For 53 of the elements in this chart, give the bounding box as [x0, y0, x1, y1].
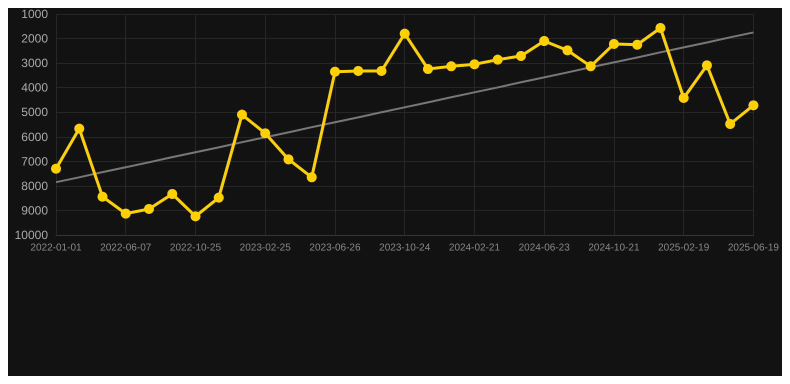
point: [678, 92, 689, 103]
x-tick-label: 2023-10-24: [379, 242, 431, 254]
point: [516, 50, 526, 61]
point: [702, 60, 712, 70]
point: [725, 119, 736, 130]
point: [236, 110, 247, 120]
y-tick-label: 6000: [21, 130, 48, 144]
x-tick-label: 2024-10-21: [588, 242, 640, 254]
point: [167, 188, 178, 199]
y-tick-label: 3000: [21, 56, 48, 70]
point: [144, 204, 154, 214]
point: [446, 61, 456, 72]
x-tick-label: 2023-06-26: [309, 242, 361, 254]
point: [539, 36, 550, 46]
point: [74, 124, 84, 134]
point: [353, 66, 364, 76]
y-tick-label: 1000: [21, 7, 48, 21]
point: [400, 28, 410, 39]
point: [283, 154, 294, 164]
x-tick-label: 2024-06-23: [518, 242, 570, 254]
point: [330, 66, 340, 77]
y-tick-label: 9000: [21, 203, 48, 218]
point: [51, 164, 61, 174]
y-tick-label: 10000: [14, 228, 48, 242]
point: [608, 38, 619, 49]
point: [190, 211, 200, 222]
x-tick-label: 2022-01-01: [30, 242, 82, 254]
point: [655, 23, 666, 33]
point: [120, 208, 131, 219]
point: [586, 61, 596, 72]
x-tick-label: 2025-02-19: [658, 242, 710, 254]
point: [632, 40, 642, 50]
line-series: [55, 31, 754, 184]
y-tick-label: 7000: [21, 154, 48, 168]
y-tick-label: 8000: [21, 178, 48, 193]
y-tick-label: 5000: [21, 105, 48, 120]
x-tick-label: 2022-10-25: [170, 242, 222, 254]
x-tick-label: 2022-06-07: [100, 242, 152, 254]
y-tick-label: 2000: [21, 32, 48, 46]
y-tick-label: 4000: [21, 80, 48, 95]
point: [214, 192, 224, 203]
point: [562, 45, 572, 56]
point: [306, 172, 317, 182]
x-tick-label: 2025-06-19: [728, 242, 780, 254]
point: [422, 64, 433, 74]
point: [98, 192, 108, 202]
x-tick-label: 2023-02-25: [240, 242, 292, 254]
point: [469, 59, 480, 70]
point: [492, 54, 503, 65]
point: [376, 66, 386, 76]
point: [260, 128, 270, 138]
point: [748, 100, 758, 110]
x-tick-label: 2024-02-21: [448, 242, 500, 254]
